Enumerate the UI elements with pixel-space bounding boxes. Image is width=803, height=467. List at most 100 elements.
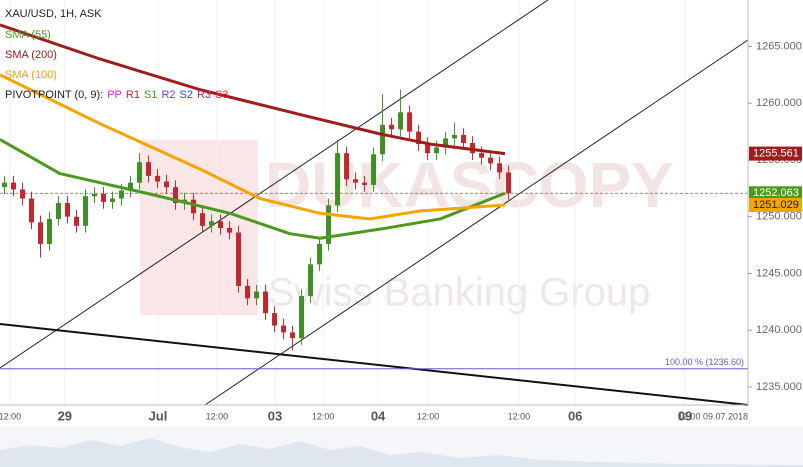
drawings bbox=[0, 0, 749, 406]
candle-body bbox=[101, 193, 107, 202]
candle-body bbox=[83, 196, 89, 226]
pivot-item: S3 bbox=[215, 89, 228, 101]
y-tick-label: 1265.000 bbox=[756, 40, 802, 52]
candle-body bbox=[119, 190, 125, 199]
candle-body bbox=[335, 153, 341, 206]
x-tick-label: 12:00 bbox=[312, 411, 335, 421]
candle-body bbox=[191, 199, 197, 214]
candle-body bbox=[506, 172, 512, 194]
sma-line bbox=[0, 73, 506, 221]
candle-body bbox=[326, 205, 332, 244]
x-tick-label: 03 bbox=[268, 408, 282, 423]
candle-body bbox=[110, 198, 116, 202]
candle-body bbox=[416, 131, 422, 145]
candle-body bbox=[146, 162, 152, 176]
candle-body bbox=[389, 124, 395, 130]
candle-body bbox=[29, 198, 35, 223]
candle-body bbox=[218, 221, 224, 229]
navigator bbox=[0, 426, 803, 467]
navigator-area bbox=[0, 438, 803, 467]
candle-body bbox=[299, 296, 305, 339]
trend-line bbox=[0, 0, 549, 369]
pivot-item: PP bbox=[107, 89, 122, 101]
candle-body bbox=[128, 182, 134, 191]
candle-body bbox=[245, 285, 251, 299]
candle-body bbox=[137, 162, 143, 183]
candle-body bbox=[173, 187, 179, 204]
price-tag-label: 1252.063 bbox=[753, 187, 799, 199]
y-tick-label: 1235.000 bbox=[756, 381, 802, 393]
candle-body bbox=[65, 203, 71, 217]
plot: 100.00 % (1236.60) bbox=[0, 23, 748, 370]
candle-body bbox=[263, 291, 269, 314]
candle-body bbox=[443, 138, 449, 148]
x-tick-label: Jul bbox=[149, 408, 168, 423]
trend-line bbox=[204, 39, 749, 406]
candle-body bbox=[371, 154, 377, 185]
candle-body bbox=[308, 264, 314, 297]
pivot-title: PIVOTPOINT (0, 9): bbox=[5, 89, 103, 101]
candle-body bbox=[353, 179, 359, 183]
candle-body bbox=[92, 193, 98, 197]
price-tag bbox=[749, 186, 802, 201]
candle-body bbox=[479, 153, 485, 158]
sma-line bbox=[0, 138, 506, 240]
candle-body bbox=[281, 325, 287, 333]
candle-body bbox=[164, 181, 170, 188]
candle-body bbox=[317, 243, 323, 265]
candle-body bbox=[155, 175, 161, 182]
candle-body bbox=[290, 332, 296, 339]
price-tag bbox=[749, 198, 802, 213]
y-tick-label: 1240.000 bbox=[756, 324, 802, 336]
legend-entry: SMA (55) bbox=[5, 29, 51, 41]
x-tick-label: 06 bbox=[568, 408, 582, 423]
candle-body bbox=[38, 222, 44, 244]
candle-body bbox=[434, 147, 440, 154]
candle-body bbox=[56, 203, 62, 219]
candle-body bbox=[344, 153, 350, 180]
candle-body bbox=[47, 218, 53, 244]
x-tick-label: 12:00 bbox=[417, 411, 440, 421]
x-tick-label: 12:00 09.07.2018 bbox=[678, 411, 748, 421]
watermark-subtext: Swiss Banking Group bbox=[268, 271, 650, 315]
candle-body bbox=[497, 163, 503, 173]
retracement-label: 100.00 % (1236.60) bbox=[665, 357, 744, 367]
y-tick-label: 1260.000 bbox=[756, 97, 802, 109]
candle-body bbox=[407, 112, 413, 132]
candle-body bbox=[227, 228, 233, 233]
axes: 1235.0001240.0001245.0001250.0001255.000… bbox=[0, 40, 802, 423]
candle-body bbox=[254, 291, 260, 299]
candle-body bbox=[380, 124, 386, 155]
x-tick-label: 09 bbox=[678, 408, 692, 423]
x-tick-label: 04 bbox=[371, 408, 386, 423]
candle-body bbox=[398, 112, 404, 130]
x-tick-label: 29 bbox=[58, 408, 72, 423]
x-tick-label: 12:00 bbox=[508, 411, 531, 421]
pivot-item: S2 bbox=[180, 89, 193, 101]
candle-body bbox=[209, 221, 215, 226]
legend-pivot: PIVOTPOINT (0, 9): PP R1 S1 R2 S2 R3 S3 bbox=[5, 89, 229, 101]
candle-body bbox=[362, 182, 368, 185]
x-tick-label: 12:00 bbox=[0, 411, 21, 421]
legend-entry: SMA (100) bbox=[5, 69, 57, 81]
candle-body bbox=[11, 182, 17, 190]
candle-body bbox=[452, 135, 458, 139]
candle-body bbox=[200, 213, 206, 226]
price-tag bbox=[749, 146, 802, 161]
candle-body bbox=[425, 144, 431, 154]
legend-entry: SMA (200) bbox=[5, 49, 57, 61]
candle-body bbox=[2, 182, 8, 188]
pivot-item: R1 bbox=[126, 89, 140, 101]
price-tag-label: 1251.029 bbox=[753, 199, 799, 211]
pivot-item: R2 bbox=[161, 89, 175, 101]
candle-body bbox=[488, 157, 494, 164]
candle-body bbox=[20, 189, 26, 199]
legend-title: XAU/USD, 1H, ASK bbox=[5, 8, 102, 20]
candle-body bbox=[74, 216, 80, 226]
x-tick-label: 12:00 bbox=[206, 411, 229, 421]
pivot-item: S1 bbox=[144, 89, 157, 101]
price-tag-label: 1255.561 bbox=[753, 147, 799, 159]
